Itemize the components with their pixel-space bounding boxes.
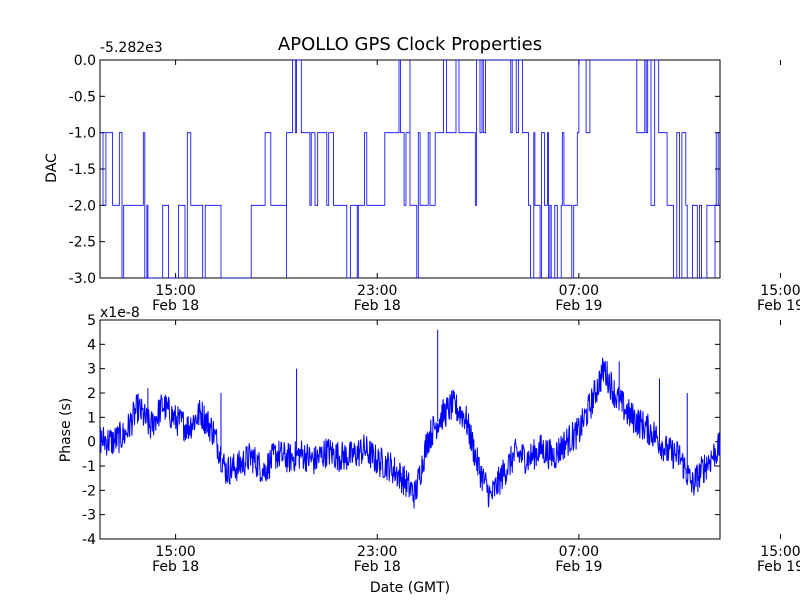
x-tick-label-date: Feb 18: [354, 298, 401, 314]
phase-series-line: [99, 357, 721, 509]
x-tick-label-date: Feb 19: [757, 298, 800, 314]
y-tick-label: 4: [87, 337, 96, 353]
phase-ylabel: Phase (s): [58, 398, 74, 462]
y-tick-label: 5: [87, 313, 96, 329]
y-tick-label: 0: [87, 435, 96, 451]
y-tick-label: 0.0: [74, 53, 96, 69]
y-tick-label: 2: [87, 386, 96, 402]
x-tick-label-time: 15:00: [760, 283, 800, 299]
x-tick-label-time: 23:00: [357, 283, 397, 299]
y-tick-label: -2: [82, 483, 96, 499]
phase-y-ticks: 5 4 3 2 1 0 -1 -2 -3 -4: [82, 313, 720, 548]
x-tick-label-date: Feb 18: [152, 559, 199, 575]
y-tick-label: -0.5: [69, 89, 96, 105]
dac-panel: -5.282e3 DAC 0.0 -0.5 -1.0 -1.5 -2.0 -2.5 -3.0…: [44, 40, 800, 314]
y-tick-label: -2.5: [69, 235, 96, 251]
x-tick-label-time: 23:00: [357, 544, 397, 560]
y-tick-label: -4: [82, 532, 96, 548]
dac-y-ticks: 0.0 -0.5 -1.0 -1.5 -2.0 -2.5 -3.0: [69, 53, 720, 287]
x-tick-label-time: 15:00: [760, 544, 800, 560]
chart-title: APOLLO GPS Clock Properties: [278, 34, 542, 55]
x-tick-label-time: 15:00: [155, 544, 195, 560]
x-tick-label-time: 15:00: [155, 283, 195, 299]
y-tick-label: 3: [87, 362, 96, 378]
y-tick-label: -1: [82, 459, 96, 475]
x-tick-label-date: Feb 18: [354, 559, 401, 575]
x-tick-label-time: 07:00: [559, 283, 599, 299]
y-tick-label: -2.0: [69, 198, 96, 214]
y-tick-label: 1: [87, 410, 96, 426]
dac-ylabel: DAC: [44, 153, 60, 183]
x-tick-label-time: 07:00: [559, 544, 599, 560]
phase-spikes: [147, 329, 688, 474]
dac-offset-label: -5.282e3: [100, 40, 163, 56]
x-tick-label-date: Feb 19: [555, 298, 602, 314]
dac-series-line: [100, 59, 720, 279]
y-tick-label: -3.0: [69, 271, 96, 287]
phase-offset-label: x1e-8: [100, 305, 140, 321]
y-tick-label: -1.0: [69, 126, 96, 142]
x-tick-label-date: Feb 18: [152, 298, 199, 314]
x-tick-label-date: Feb 19: [555, 559, 602, 575]
y-tick-label: -3: [82, 508, 96, 524]
y-tick-label: -1.5: [69, 162, 96, 178]
x-tick-label-date: Feb 19: [757, 559, 800, 575]
x-axis-label: Date (GMT): [370, 580, 450, 596]
